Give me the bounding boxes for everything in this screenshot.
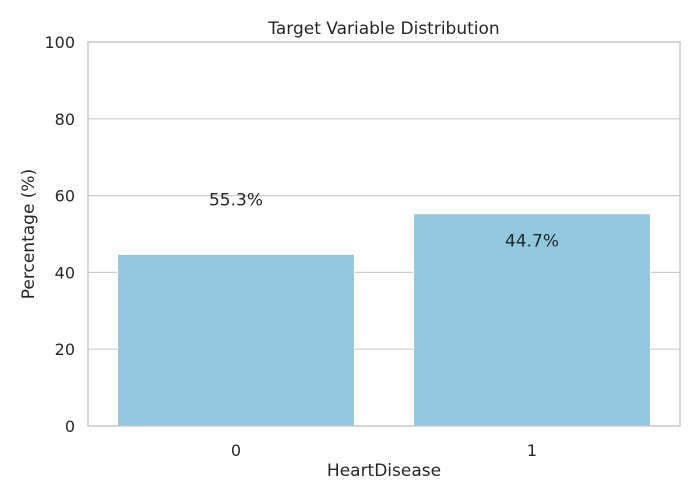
bar-1: [413, 213, 651, 427]
data-labels: 55.3% 44.7%: [209, 191, 559, 252]
x-tick-label: 1: [527, 441, 537, 460]
x-axis-label: HeartDisease: [327, 461, 441, 481]
bar-0: [117, 253, 355, 427]
y-tick-label: 60: [55, 187, 75, 206]
y-tick-label: 20: [55, 340, 75, 359]
y-tick-label: 100: [44, 33, 75, 52]
y-axis-ticks: 0 20 40 60 80 100: [44, 33, 75, 436]
bars: [117, 213, 651, 427]
x-tick-label: 0: [231, 441, 241, 460]
y-tick-label: 0: [65, 417, 75, 436]
data-label: 55.3%: [209, 191, 263, 211]
y-tick-label: 40: [55, 263, 75, 282]
y-tick-label: 80: [55, 110, 75, 129]
plot-frame: [87, 41, 681, 427]
data-label: 44.7%: [505, 231, 559, 251]
y-axis-label: Percentage (%): [19, 169, 39, 299]
chart-title: Target Variable Distribution: [267, 19, 499, 39]
